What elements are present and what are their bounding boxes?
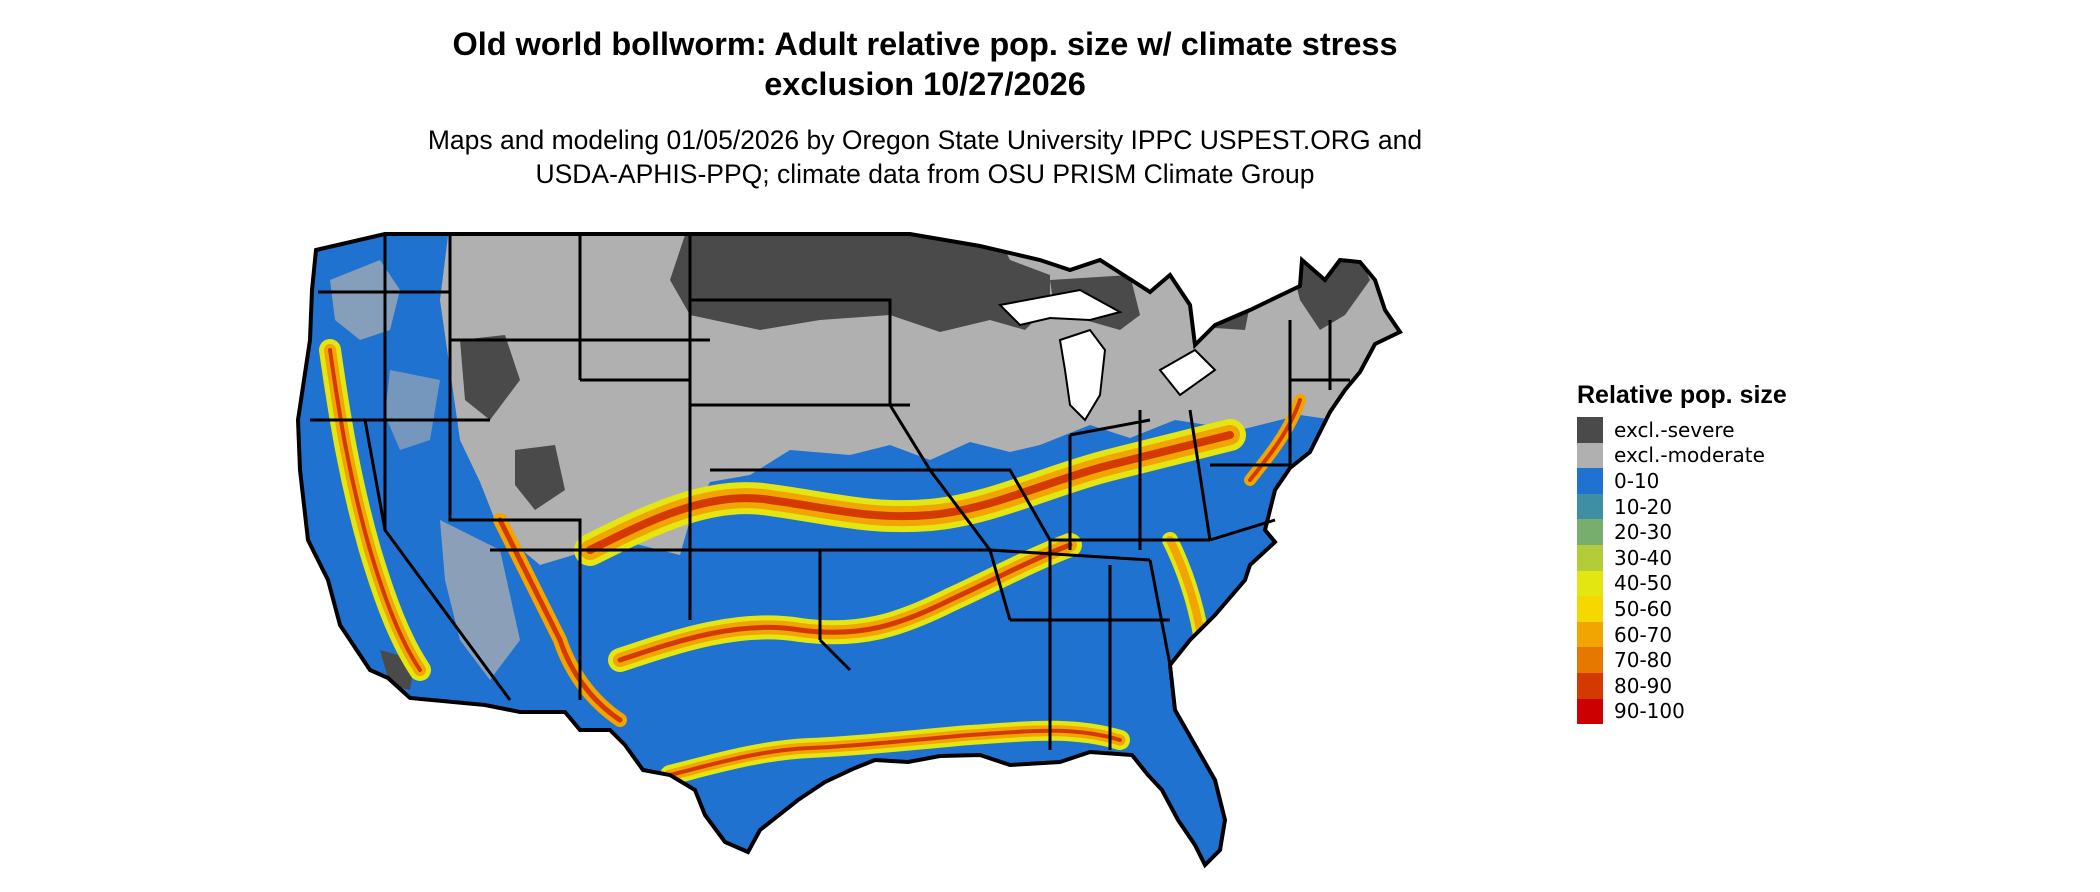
legend-item-20-30: 20-30 bbox=[1577, 519, 1877, 545]
map-subtitle: Maps and modeling 01/05/2026 by Oregon S… bbox=[240, 123, 1610, 191]
legend-swatch bbox=[1577, 544, 1603, 571]
legend-item-30-40: 30-40 bbox=[1577, 544, 1877, 571]
legend-label: 10-20 bbox=[1614, 494, 1673, 519]
legend-swatch bbox=[1577, 647, 1603, 673]
legend-swatch bbox=[1577, 621, 1603, 648]
subtitle-line-2: USDA-APHIS-PPQ; climate data from OSU PR… bbox=[535, 159, 1315, 189]
legend: Relative pop. size excl.-severe excl.-mo… bbox=[1577, 378, 1877, 725]
title-line-1: Old world bollworm: Adult relative pop. … bbox=[452, 26, 1398, 62]
legend-item-60-70: 60-70 bbox=[1577, 621, 1877, 648]
legend-label: 80-90 bbox=[1614, 673, 1673, 698]
legend-item-70-80: 70-80 bbox=[1577, 647, 1877, 673]
legend-item-80-90: 80-90 bbox=[1577, 672, 1877, 699]
us-map bbox=[295, 232, 1403, 869]
legend-swatch bbox=[1577, 698, 1603, 725]
legend-item-0-10: 0-10 bbox=[1577, 468, 1877, 494]
map-title: Old world bollworm: Adult relative pop. … bbox=[240, 24, 1610, 104]
legend-label: 0-10 bbox=[1614, 468, 1660, 493]
subtitle-line-1: Maps and modeling 01/05/2026 by Oregon S… bbox=[427, 125, 1423, 155]
legend-swatch bbox=[1577, 570, 1603, 597]
legend-item-50-60: 50-60 bbox=[1577, 596, 1877, 622]
legend-swatch bbox=[1577, 493, 1603, 520]
legend-label: 20-30 bbox=[1614, 520, 1673, 545]
map-fill bbox=[298, 234, 1400, 865]
legend-label: 40-50 bbox=[1614, 571, 1673, 596]
great-lakes bbox=[997, 288, 1217, 422]
legend-items: excl.-severe excl.-moderate 0-10 10-20 2… bbox=[1577, 417, 1877, 725]
legend-swatch bbox=[1577, 442, 1603, 469]
title-line-2: exclusion 10/27/2026 bbox=[764, 66, 1086, 102]
legend-item-excl-moderate: excl.-moderate bbox=[1577, 442, 1877, 469]
legend-label: 90-100 bbox=[1614, 699, 1685, 724]
legend-item-excl-severe: excl.-severe bbox=[1577, 417, 1877, 443]
legend-item-10-20: 10-20 bbox=[1577, 493, 1877, 520]
legend-swatch bbox=[1577, 519, 1603, 545]
legend-swatch bbox=[1577, 672, 1603, 699]
state-borders bbox=[310, 234, 1350, 750]
legend-label: 70-80 bbox=[1614, 648, 1673, 673]
us-outline bbox=[295, 232, 1403, 869]
legend-title: Relative pop. size bbox=[1577, 381, 1787, 409]
legend-item-40-50: 40-50 bbox=[1577, 570, 1877, 597]
legend-swatch bbox=[1577, 596, 1603, 622]
legend-item-90-100: 90-100 bbox=[1577, 698, 1877, 725]
legend-label: 50-60 bbox=[1614, 596, 1673, 621]
legend-label: excl.-moderate bbox=[1614, 443, 1765, 468]
legend-label: 30-40 bbox=[1614, 545, 1673, 570]
legend-swatch bbox=[1577, 468, 1603, 494]
legend-swatch bbox=[1577, 417, 1603, 443]
legend-label: 60-70 bbox=[1614, 622, 1673, 647]
legend-label: excl.-severe bbox=[1614, 417, 1735, 442]
